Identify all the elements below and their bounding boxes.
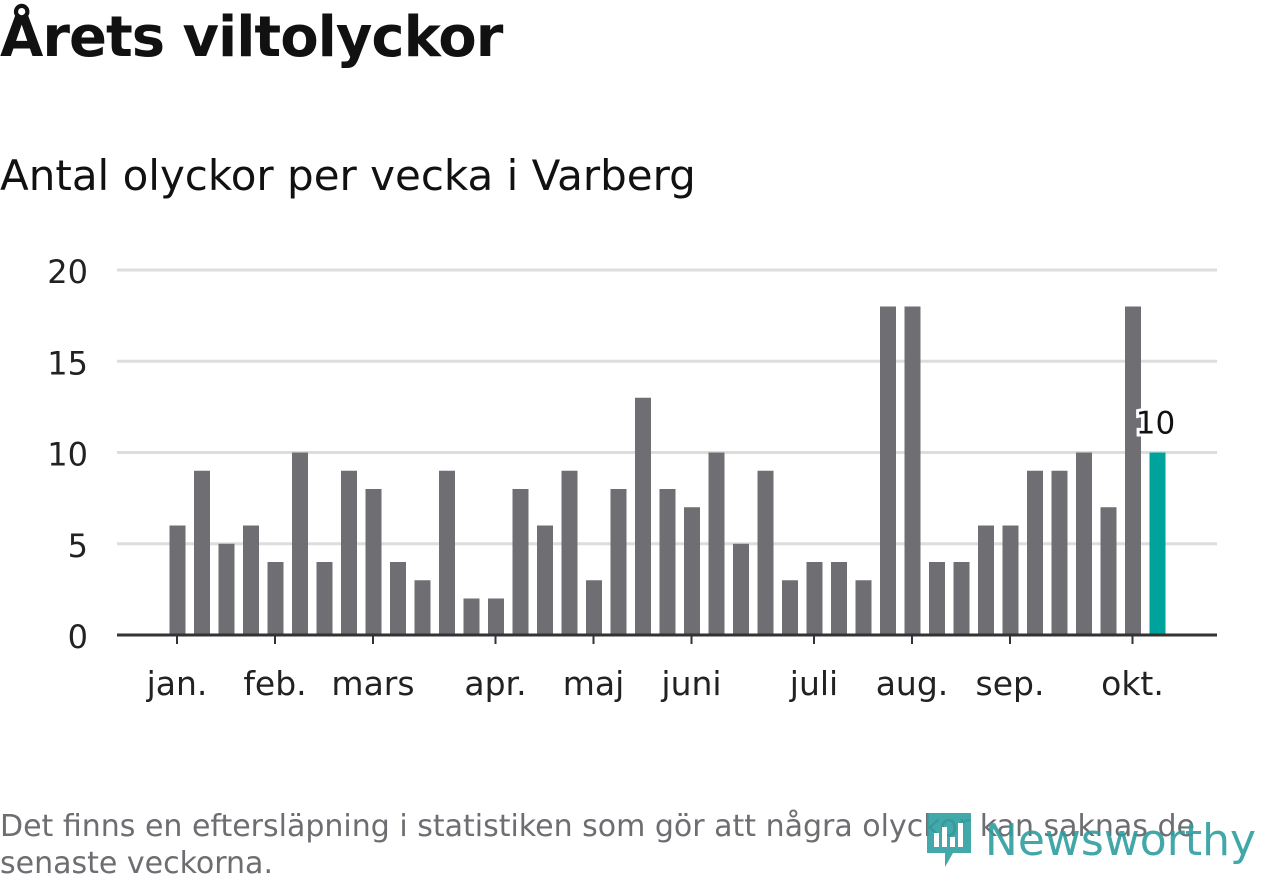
bar (488, 598, 504, 635)
bar-value-label: 10 (1136, 406, 1175, 442)
newsworthy-logo: Newsworthy (923, 805, 1256, 875)
bar (904, 306, 921, 635)
bar (855, 580, 872, 635)
x-axis-ticks: jan. feb. mars apr. maj juni juli aug. sep. okt. (146, 635, 1164, 703)
y-tick-label: 10 (47, 436, 88, 474)
bar (341, 470, 357, 635)
newsworthy-logo-icon (926, 813, 971, 867)
bar (390, 562, 406, 635)
x-tick-label: aug. (876, 664, 949, 703)
bars (169, 306, 1166, 635)
bar (782, 580, 798, 635)
chart-subtitle: Antal olyckor per vecka i Varberg (0, 151, 696, 200)
bar (218, 543, 235, 635)
bar (831, 562, 847, 635)
x-tick-label: maj (563, 664, 625, 703)
bar (561, 470, 578, 635)
bar (292, 452, 308, 635)
newsworthy-logo-text: Newsworthy (984, 814, 1256, 866)
bar (610, 489, 627, 635)
bar (684, 507, 700, 635)
x-tick-label: apr. (464, 664, 526, 703)
bar (316, 562, 333, 635)
x-tick-label: okt. (1101, 664, 1164, 703)
x-tick-label: jan. (146, 664, 208, 703)
bar (537, 525, 553, 635)
bar (512, 489, 529, 635)
bar (1002, 525, 1019, 635)
y-tick-label: 5 (68, 527, 88, 565)
bar (659, 489, 676, 635)
bar (169, 525, 186, 635)
bar (929, 562, 945, 635)
bar (953, 562, 970, 635)
bar (586, 580, 602, 635)
chart-title: Årets viltolyckor (0, 5, 503, 70)
x-tick-label: juni (660, 664, 721, 703)
bar (757, 470, 774, 635)
y-axis-ticks: 0 5 10 15 20 (47, 253, 88, 656)
x-tick-label: juli (789, 664, 838, 703)
x-tick-label: feb. (243, 664, 306, 703)
bar (194, 470, 210, 635)
bar (733, 543, 749, 635)
bar (439, 470, 455, 635)
bar-chart: 0 5 10 15 20 jan. feb. mars apr. maj juni juli aug.… (47, 253, 1217, 703)
annotations: 10 (1133, 403, 1178, 445)
bar (978, 525, 994, 635)
bar (1125, 306, 1141, 635)
y-tick-label: 20 (47, 253, 88, 291)
bar (267, 562, 284, 635)
bar (1100, 507, 1117, 635)
bar (635, 397, 651, 635)
y-tick-label: 0 (68, 618, 88, 656)
bar (365, 489, 382, 635)
bar (880, 306, 896, 635)
bar (806, 562, 823, 635)
bar (243, 525, 259, 635)
y-tick-label: 15 (47, 344, 88, 382)
bar (1051, 470, 1068, 635)
footnote: Det finns en eftersläpning i statistiken… (0, 809, 1195, 881)
bar (463, 598, 480, 635)
bar (708, 452, 725, 635)
x-tick-label: mars (331, 664, 414, 703)
bar-current-week (1149, 452, 1166, 635)
bar (1076, 452, 1092, 635)
bar (414, 580, 431, 635)
bar (1027, 470, 1043, 635)
x-tick-label: sep. (976, 664, 1045, 703)
